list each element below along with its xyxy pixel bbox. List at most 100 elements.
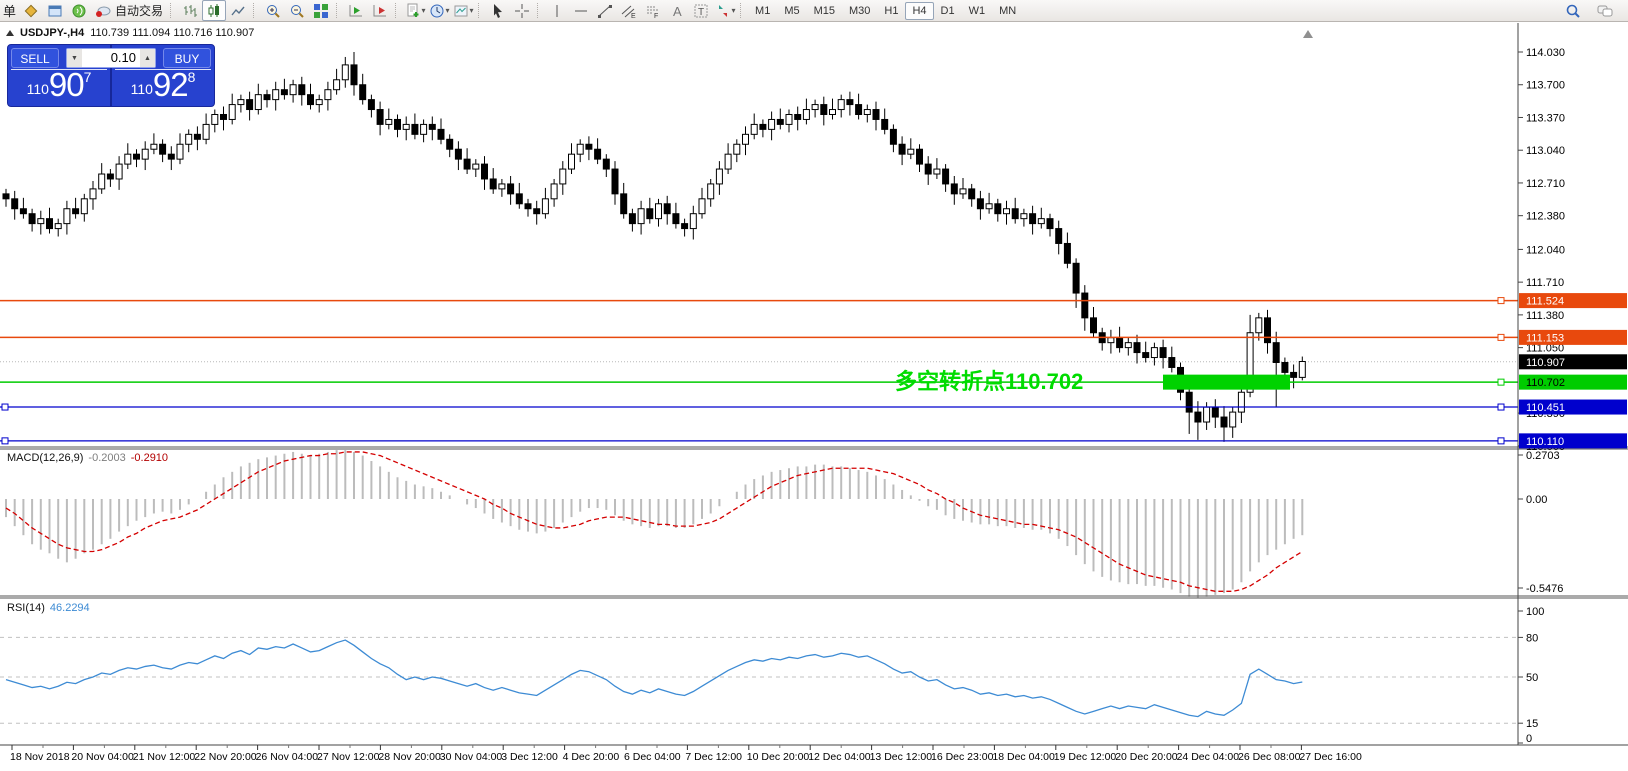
volume-value[interactable]: 0.10 [110, 50, 136, 65]
macd-name: MACD(12,26,9) [7, 452, 84, 464]
vertical-line-button[interactable] [545, 0, 569, 21]
periods-button[interactable]: ▾ [427, 0, 451, 21]
chat-icon [1597, 5, 1613, 16]
timeframe-h4-button[interactable]: H4 [905, 1, 934, 20]
line-handle [1, 403, 9, 411]
chart-window-button[interactable] [43, 0, 67, 21]
rsi-line [5, 639, 1303, 718]
arrows-button[interactable]: ▾ [713, 0, 737, 21]
price-label-110.702: 110.702 [1519, 374, 1627, 390]
buy-price[interactable]: 110928 [112, 66, 214, 104]
buy-price-big: 92 [152, 66, 189, 103]
time-tick-label: 18 Dec 04:00 [992, 751, 1055, 763]
fibonacci-button[interactable]: F [641, 0, 665, 21]
zoom-in-button[interactable] [261, 0, 285, 21]
turning-point-annotation[interactable]: 多空转折点110.702 [895, 369, 1083, 394]
dropdown-caret-icon[interactable]: ▾ [469, 6, 474, 15]
rsi-pane [0, 636, 1518, 724]
autotrading-button[interactable]: 自动交易 [91, 0, 167, 21]
timeframe-d1-button[interactable]: D1 [940, 4, 955, 17]
line-chart-button[interactable] [226, 0, 250, 21]
toolbar-separator [336, 3, 341, 18]
sell-button[interactable]: SELL [11, 48, 59, 68]
text-button[interactable]: A [665, 0, 689, 21]
price-tick-label: 113.700 [1526, 80, 1565, 92]
order-gold-button[interactable] [19, 0, 43, 21]
line-handle [1497, 333, 1505, 341]
time-tick-label: 27 Dec 16:00 [1299, 751, 1362, 763]
cursor-button[interactable] [486, 0, 510, 21]
timeframe-mn-button[interactable]: MN [999, 4, 1017, 17]
price-label-111.524: 111.524 [1519, 293, 1627, 309]
chart-shift-marker[interactable] [1303, 30, 1313, 38]
timeframe-m30-button[interactable]: M30 [849, 4, 871, 17]
chart-window-icon [47, 3, 63, 19]
rsi-name: RSI(14) [7, 602, 45, 614]
price-tick-label: 114.030 [1526, 47, 1565, 59]
templates-button[interactable]: ▾ [451, 0, 475, 21]
autoscroll-button[interactable] [344, 0, 368, 21]
timeframe-m5-button[interactable]: M5 [784, 4, 800, 17]
volume-increase-button[interactable]: ▲ [140, 49, 155, 67]
hline-110.110[interactable] [0, 437, 1518, 445]
dropdown-caret-icon[interactable]: ▾ [445, 6, 450, 15]
svg-text:110.110: 110.110 [1526, 436, 1564, 448]
svg-text:T: T [698, 7, 704, 18]
channel-button[interactable]: E [617, 0, 641, 21]
toolbar-separator [478, 3, 483, 18]
autotrading-icon [95, 3, 111, 19]
candles-button[interactable] [202, 0, 227, 21]
tile-windows-button[interactable] [309, 0, 333, 21]
hline-110.702[interactable] [0, 378, 1518, 386]
text-label-button[interactable]: T [689, 0, 713, 21]
zoom-out-button[interactable] [285, 0, 309, 21]
autoscroll-icon [348, 3, 364, 19]
line-handle [1497, 297, 1505, 305]
timeframe-w1-button[interactable]: W1 [968, 4, 986, 17]
trendline-icon [597, 3, 613, 19]
bars-button[interactable] [178, 0, 202, 21]
hline-110.451[interactable] [0, 403, 1518, 411]
timeframe-m1-button[interactable]: M1 [755, 4, 771, 17]
indicators-button[interactable]: ▾ [403, 0, 427, 21]
dropdown-caret-icon[interactable]: ▾ [421, 6, 426, 15]
time-tick-label: 26 Nov 04:00 [256, 751, 319, 763]
highlight-rectangle[interactable] [1163, 374, 1290, 390]
horizontal-line-icon [573, 3, 589, 19]
trendline-button[interactable] [593, 0, 617, 21]
cursor-icon [490, 3, 506, 19]
chart-symbol: USDJPY-,H4 [20, 27, 85, 39]
new-order-label[interactable]: 单 [3, 4, 17, 19]
buy-panel[interactable]: BUY 110928 [112, 45, 214, 106]
chat-button[interactable] [1593, 0, 1617, 21]
chart-shift-button[interactable] [368, 0, 392, 21]
timeframe-h1-button[interactable]: H1 [884, 4, 899, 17]
signals-button[interactable] [67, 0, 91, 21]
hline-111.153[interactable] [0, 333, 1518, 341]
sell-panel[interactable]: SELL 110907 [8, 45, 110, 106]
buy-button[interactable]: BUY [163, 48, 211, 68]
sell-price[interactable]: 110907 [8, 66, 110, 104]
hline-111.524[interactable] [0, 297, 1518, 305]
search-button[interactable] [1561, 0, 1585, 21]
collapse-triangle-icon[interactable] [6, 30, 14, 36]
volume-decrease-button[interactable]: ▼ [67, 49, 82, 67]
horizontal-line-button[interactable] [569, 0, 593, 21]
volume-stepper: ▼ 0.10 ▲ [66, 48, 156, 68]
time-tick-label: 3 Dec 12:00 [501, 751, 558, 763]
crosshair-button[interactable] [510, 0, 534, 21]
buy-price-sup: 8 [187, 69, 196, 85]
bars-icon [182, 3, 198, 19]
macd-axis-label: 0.2703 [1526, 450, 1560, 462]
tile-windows-icon [313, 3, 329, 19]
timeframe-m15-button[interactable]: M15 [813, 4, 835, 17]
signals-icon [71, 3, 87, 19]
chart-ohlc-header: USDJPY-,H4 110.739 111.094 110.716 110.9… [6, 27, 254, 39]
price-label-111.153: 111.153 [1519, 329, 1627, 345]
chart-ohlc-values: 110.739 111.094 110.716 110.907 [90, 27, 255, 39]
dropdown-caret-icon[interactable]: ▾ [731, 6, 736, 15]
price-axis[interactable]: 114.030 113.700 113.370 113.040 112.710 112.3… [1518, 47, 1565, 745]
